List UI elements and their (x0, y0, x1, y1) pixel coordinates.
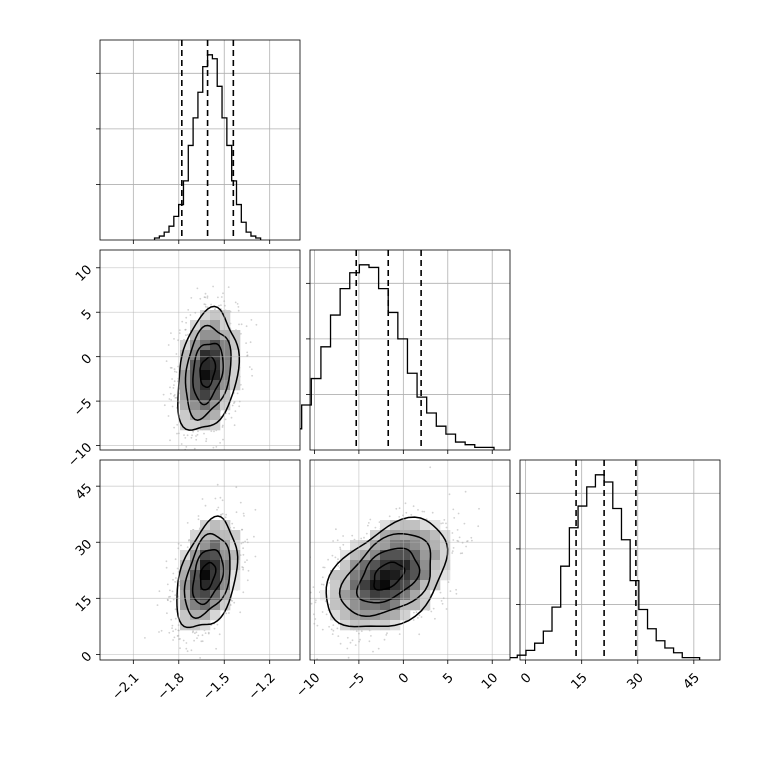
y-tick-label: 0 (79, 649, 95, 665)
histogram-panel-3 (507, 459, 721, 661)
x-tick-label: 30 (624, 670, 646, 692)
x-tick-label: −10 (293, 670, 323, 700)
panel-frame (519, 459, 721, 661)
contour-level-1 (199, 561, 217, 591)
contour-level-1 (373, 561, 406, 591)
y-tick-label: 5 (79, 307, 95, 323)
panel-frame (99, 459, 301, 661)
panel-background (520, 460, 720, 660)
histogram-panel-1 (96, 39, 301, 241)
panel-frame (309, 249, 511, 451)
density-cells (180, 310, 241, 431)
density-cells (320, 520, 451, 631)
contour-level-2 (192, 342, 225, 406)
x-tick-label: −5 (344, 670, 368, 694)
y-tick-label: 0 (79, 351, 95, 367)
panel-frame (309, 459, 511, 661)
y-tick-label: 45 (73, 481, 95, 503)
y-tick-label: −10 (65, 440, 95, 470)
x-tick-label: 45 (681, 670, 703, 692)
y-tick-label: 30 (73, 537, 95, 559)
contour-level-3 (184, 324, 232, 421)
x-tick-label: 15 (568, 670, 590, 692)
histogram-step-line (281, 264, 495, 450)
x-tick-label: 10 (479, 670, 501, 692)
y-tick-label: 15 (73, 593, 95, 615)
x-tick-label: 0 (396, 670, 412, 686)
x-tick-label: −1.2 (246, 670, 279, 703)
y-tick-label: 10 (73, 262, 95, 284)
scatter-panel-2-3 (309, 459, 511, 661)
x-tick-label: −2.1 (109, 670, 142, 703)
histogram-panel-2 (281, 249, 511, 451)
contour-level-3 (338, 532, 432, 618)
contour-level-2 (191, 548, 225, 606)
panel-frame (99, 39, 301, 241)
x-tick-label: −1.5 (200, 670, 233, 703)
panel-background (310, 250, 510, 450)
contour-level-3 (183, 532, 231, 619)
y-tick-label: −5 (71, 396, 95, 420)
x-tick-label: 0 (518, 670, 534, 686)
scatter-panel-1-2 (99, 249, 301, 451)
panel-frame (99, 249, 301, 451)
x-tick-label: −1.8 (155, 670, 188, 703)
x-tick-label: 5 (440, 670, 456, 686)
scatter-panel-1-3 (99, 459, 301, 661)
